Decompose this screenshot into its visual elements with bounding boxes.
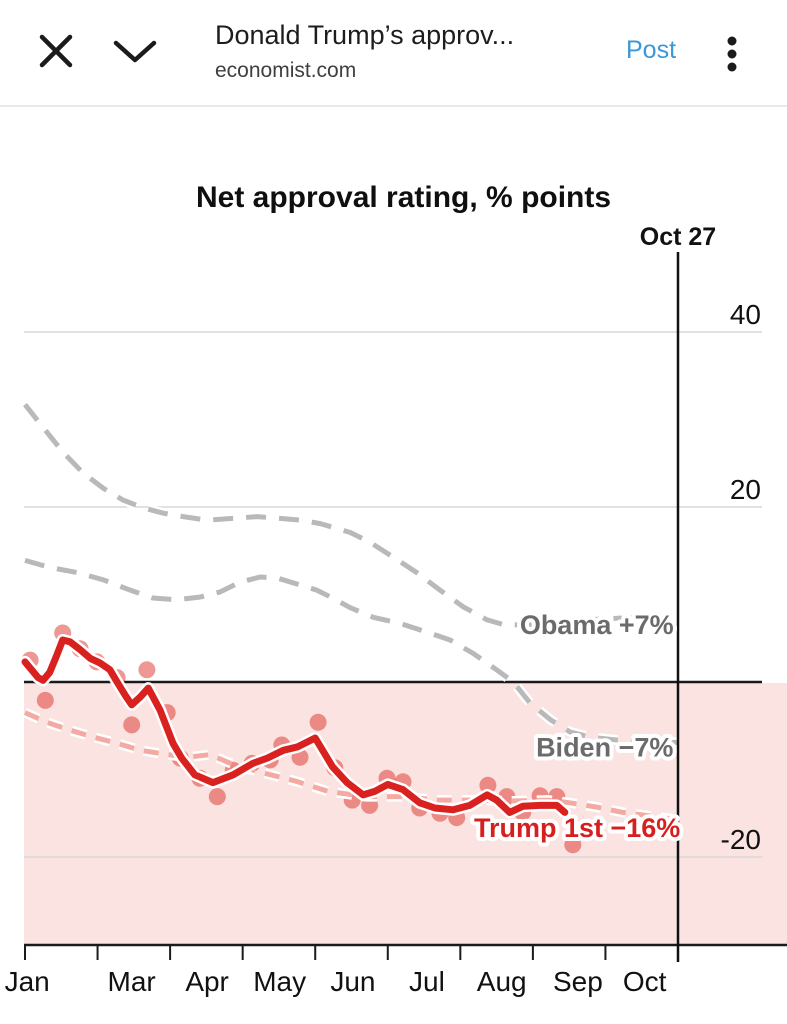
- trump-1st-label: Trump 1st −16%: [474, 813, 680, 843]
- poll-dot: [479, 776, 497, 794]
- x-axis-label-Jan: Jan: [5, 966, 50, 997]
- post-button[interactable]: Post: [626, 36, 677, 64]
- close-icon: [39, 34, 73, 68]
- trump-2nd-line: [21, 636, 569, 816]
- trump-1st-line: [23, 710, 677, 822]
- poll-dot: [138, 661, 156, 679]
- page-title: Donald Trump’s approv...: [215, 20, 515, 50]
- x-axis-label-Sep: Sep: [553, 966, 603, 997]
- y-axis-label-40: 40: [730, 299, 761, 330]
- poll-dot: [36, 691, 54, 709]
- obama-line: [23, 403, 678, 628]
- x-axis-label-Oct: Oct: [623, 966, 667, 997]
- biden-label: Biden −7%: [536, 733, 673, 763]
- page-titles: Donald Trump’s approv... economist.com: [215, 18, 615, 84]
- menu-button[interactable]: [716, 28, 748, 80]
- x-axis-label-May: May: [253, 966, 306, 997]
- chart-title: Net approval rating, % points: [196, 181, 611, 214]
- poll-dot: [208, 788, 226, 806]
- negative-region: [24, 683, 787, 945]
- x-axis-label-Aug: Aug: [477, 966, 527, 997]
- y-axis-label-20: 20: [730, 474, 761, 505]
- poll-dot: [123, 716, 141, 734]
- x-axis-label-Mar: Mar: [108, 966, 156, 997]
- close-button[interactable]: [38, 33, 74, 69]
- x-axis-label-Jun: Jun: [330, 966, 375, 997]
- chevron-down-icon: [113, 40, 157, 63]
- poll-dot: [309, 713, 327, 731]
- browser-header: Donald Trump’s approv... economist.com P…: [0, 0, 787, 107]
- x-axis-label-Apr: Apr: [185, 966, 229, 997]
- obama-label: Obama +7%: [520, 610, 674, 640]
- x-axis-label-Jul: Jul: [409, 966, 445, 997]
- end-date-label: Oct 27: [640, 223, 716, 251]
- y-axis-label--20: -20: [721, 824, 761, 855]
- collapse-button[interactable]: [112, 33, 158, 69]
- biden-line: [24, 557, 678, 745]
- poll-dot: [564, 836, 582, 854]
- kebab-menu-icon: [727, 36, 737, 72]
- page-subtitle: economist.com: [215, 59, 357, 82]
